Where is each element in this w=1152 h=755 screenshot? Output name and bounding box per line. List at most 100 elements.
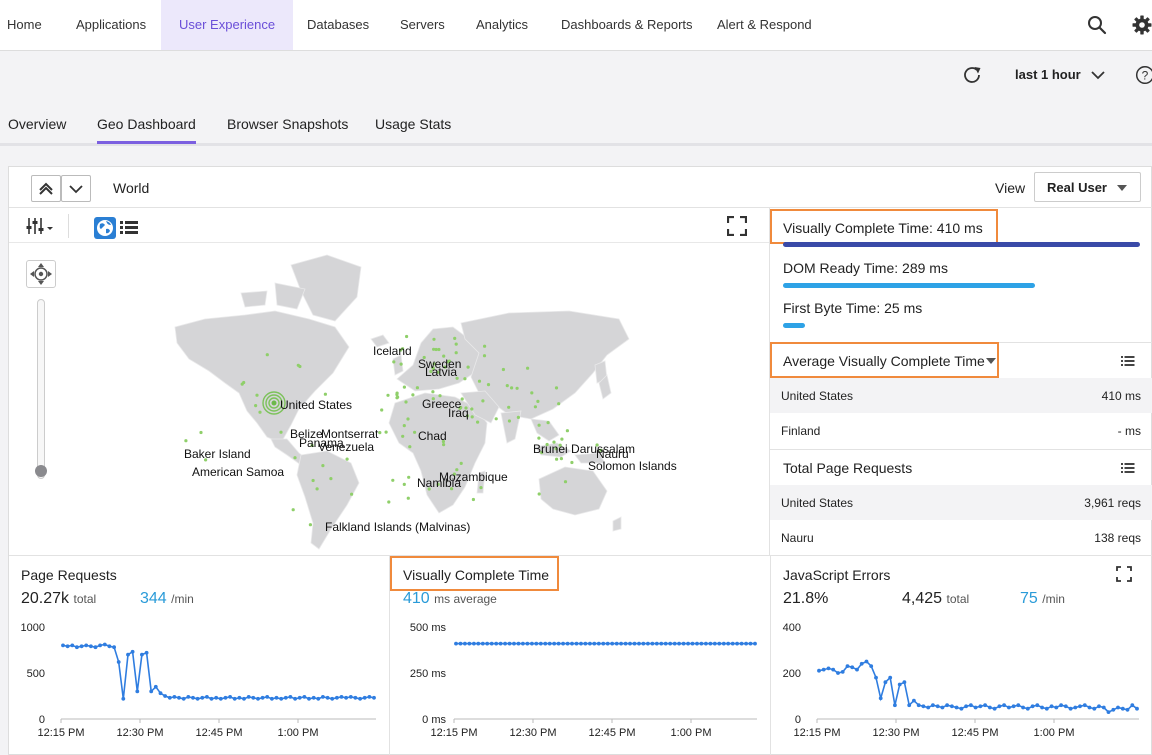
help-icon[interactable]: ? (1135, 65, 1152, 85)
data-point[interactable] (228, 695, 233, 699)
data-point[interactable] (730, 641, 735, 646)
world-map-canvas[interactable] (9, 243, 769, 555)
data-point[interactable] (1092, 706, 1097, 711)
data-point[interactable] (89, 644, 93, 649)
map-label-iceland[interactable]: Iceland (373, 344, 412, 358)
data-point[interactable] (358, 696, 362, 701)
data-point[interactable] (831, 667, 836, 672)
data-point[interactable] (717, 641, 722, 646)
map-label-baker-island[interactable]: Baker Island (184, 447, 251, 461)
data-point[interactable] (712, 641, 717, 646)
gear-icon[interactable] (1131, 14, 1152, 36)
tab-browser-snapshots[interactable]: Browser Snapshots (227, 116, 349, 132)
table-row[interactable]: United States 410 ms (770, 378, 1152, 413)
data-point[interactable] (265, 695, 270, 699)
data-point[interactable] (476, 641, 481, 646)
data-point[interactable] (596, 641, 601, 646)
data-point[interactable] (144, 650, 149, 655)
data-point[interactable] (214, 695, 219, 700)
data-point[interactable] (628, 641, 632, 646)
data-point[interactable] (619, 641, 623, 646)
data-point[interactable] (534, 641, 539, 646)
data-point[interactable] (637, 641, 641, 646)
data-point[interactable] (883, 680, 888, 685)
data-point[interactable] (893, 703, 897, 708)
data-point[interactable] (79, 644, 84, 649)
data-point[interactable] (850, 665, 855, 670)
table-row[interactable]: United States 3,961 reqs (770, 485, 1152, 520)
refresh-icon[interactable] (961, 64, 985, 86)
data-point[interactable] (270, 696, 274, 701)
data-point[interactable] (75, 645, 79, 650)
data-point[interactable] (507, 641, 512, 646)
data-point[interactable] (840, 670, 845, 674)
data-point[interactable] (695, 641, 699, 646)
map-label-namibia[interactable]: Namibia (417, 476, 462, 490)
map-label-american-samoa[interactable]: American Samoa (192, 465, 285, 479)
data-point[interactable] (191, 695, 195, 700)
chevron-down-icon[interactable] (1090, 68, 1106, 82)
data-point[interactable] (699, 641, 704, 646)
data-point[interactable] (121, 696, 126, 701)
page-requests-chart[interactable]: 1000 500 012:15 PM 12:30 PM 12:45 PM 1:00 PM (9, 610, 389, 755)
data-point[interactable] (480, 641, 485, 646)
data-point[interactable] (367, 695, 372, 699)
data-point[interactable] (605, 641, 610, 646)
data-point[interactable] (874, 675, 878, 680)
data-point[interactable] (659, 641, 664, 646)
data-point[interactable] (601, 641, 606, 646)
data-point[interactable] (954, 705, 959, 710)
data-point[interactable] (316, 696, 321, 701)
data-point[interactable] (610, 641, 615, 646)
data-point[interactable] (721, 641, 726, 646)
data-point[interactable] (916, 703, 921, 708)
data-point[interactable] (181, 696, 186, 701)
data-point[interactable] (959, 706, 964, 711)
data-point[interactable] (902, 680, 907, 685)
data-point[interactable] (969, 703, 973, 708)
data-point[interactable] (1002, 703, 1006, 708)
data-point[interactable] (112, 645, 116, 650)
map-label-venezuela[interactable]: Venezuela (318, 440, 375, 454)
nav-dashboards-reports[interactable]: Dashboards & Reports (561, 17, 693, 32)
data-point[interactable] (512, 641, 516, 646)
globe-icon[interactable] (94, 217, 116, 239)
view-select[interactable]: Real User (1034, 172, 1141, 202)
nav-databases[interactable]: Databases (307, 17, 370, 32)
breadcrumb-dropdown-button[interactable] (61, 175, 91, 202)
data-point[interactable] (623, 641, 628, 646)
data-point[interactable] (1130, 703, 1135, 708)
data-point[interactable] (650, 641, 655, 646)
data-point[interactable] (70, 643, 75, 648)
data-point[interactable] (1021, 705, 1025, 710)
zoom-slider-handle[interactable] (35, 465, 47, 477)
tab-geo-dashboard[interactable]: Geo Dashboard (97, 116, 196, 144)
data-point[interactable] (84, 643, 89, 648)
data-point[interactable] (153, 684, 158, 689)
data-point[interactable] (1025, 706, 1030, 711)
table-row[interactable]: Finland - ms (770, 413, 1152, 448)
data-point[interactable] (686, 641, 690, 646)
data-point[interactable] (251, 695, 256, 700)
data-point[interactable] (65, 644, 70, 649)
data-point[interactable] (654, 641, 659, 646)
data-point[interactable] (897, 682, 902, 687)
data-point[interactable] (302, 695, 307, 699)
data-point[interactable] (362, 695, 367, 700)
search-icon[interactable] (1086, 14, 1108, 36)
data-point[interactable] (1135, 706, 1139, 711)
data-point[interactable] (293, 696, 297, 701)
data-point[interactable] (1007, 705, 1011, 710)
data-point[interactable] (344, 695, 348, 700)
data-point[interactable] (614, 641, 619, 646)
data-point[interactable] (516, 641, 521, 646)
zoom-slider-track[interactable] (37, 299, 45, 479)
data-point[interactable] (940, 705, 945, 710)
data-point[interactable] (126, 652, 130, 657)
data-point[interactable] (817, 668, 821, 673)
data-point[interactable] (704, 641, 708, 646)
data-point[interactable] (931, 703, 935, 708)
map-label-sweden[interactable]: Sweden (418, 357, 462, 371)
data-point[interactable] (1035, 703, 1040, 708)
data-point[interactable] (864, 659, 869, 664)
